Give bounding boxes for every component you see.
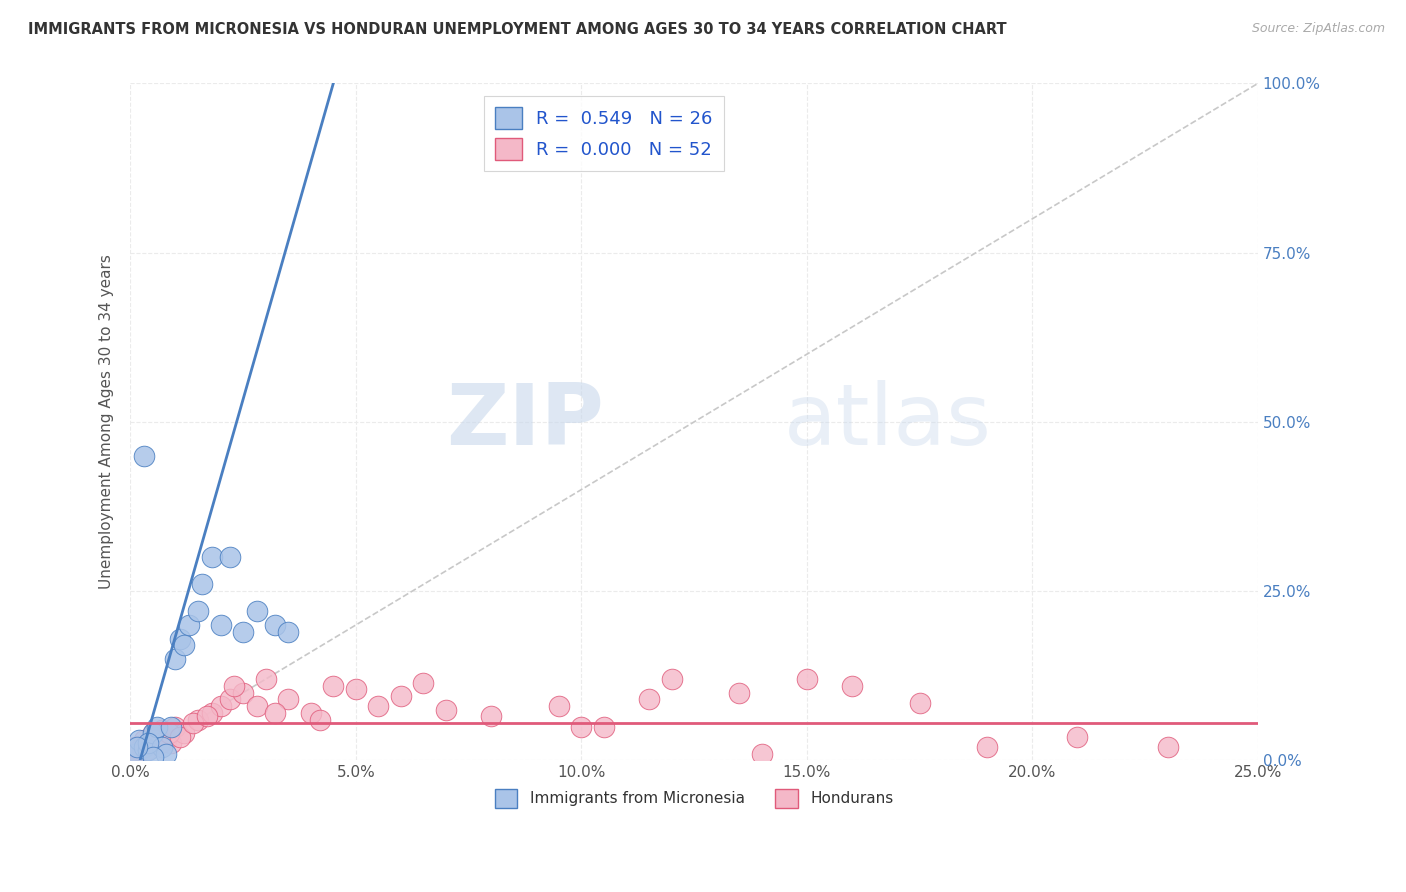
Point (132, 733, 155, 747)
Point (246, 604, 269, 618)
Point (200, 706, 222, 720)
Point (389, 689, 412, 703)
Text: IMMIGRANTS FROM MICRONESIA VS HONDURAN UNEMPLOYMENT AMONG AGES 30 TO 34 YEARS CO: IMMIGRANTS FROM MICRONESIA VS HONDURAN U… (28, 22, 1007, 37)
Point (157, 726, 180, 740)
Point (143, 733, 166, 747)
Point (191, 577, 214, 591)
Point (128, 733, 150, 747)
Point (263, 618, 285, 632)
Point (132, 449, 155, 463)
Point (569, 720, 592, 734)
Point (434, 703, 457, 717)
Point (728, 686, 751, 700)
Point (200, 550, 222, 565)
Point (173, 638, 195, 652)
Point (165, 720, 187, 734)
Point (209, 618, 232, 632)
Point (322, 679, 344, 693)
Point (976, 739, 998, 754)
Point (593, 720, 616, 734)
Point (150, 739, 173, 754)
Point (131, 739, 153, 754)
Point (218, 550, 240, 565)
Point (232, 624, 254, 639)
Point (138, 736, 160, 750)
Point (232, 686, 254, 700)
Point (160, 720, 183, 734)
Point (195, 709, 218, 723)
Point (412, 675, 434, 690)
Text: Source: ZipAtlas.com: Source: ZipAtlas.com (1251, 22, 1385, 36)
Point (173, 726, 195, 740)
Point (146, 730, 169, 744)
Point (135, 743, 157, 757)
Point (209, 699, 232, 714)
Legend: Immigrants from Micronesia, Hondurans: Immigrants from Micronesia, Hondurans (488, 783, 900, 814)
Point (908, 696, 931, 710)
Point (344, 682, 367, 697)
Point (150, 723, 173, 737)
Point (277, 692, 299, 706)
Point (187, 604, 209, 618)
Point (155, 733, 177, 747)
Point (127, 747, 149, 761)
Point (1066, 730, 1088, 744)
Point (661, 672, 683, 686)
Point (169, 632, 191, 646)
Point (1156, 739, 1178, 754)
Point (142, 750, 165, 764)
Point (169, 730, 191, 744)
Point (183, 716, 205, 731)
Point (142, 726, 165, 740)
Point (547, 699, 569, 714)
Point (146, 720, 169, 734)
Point (160, 736, 183, 750)
Point (222, 679, 245, 693)
Point (142, 726, 165, 740)
Text: atlas: atlas (785, 380, 993, 464)
Point (796, 672, 818, 686)
Point (138, 743, 160, 757)
Point (124, 747, 146, 761)
Text: ZIP: ZIP (446, 380, 605, 464)
Point (177, 618, 200, 632)
Point (367, 699, 389, 714)
Point (128, 743, 150, 757)
Point (138, 736, 160, 750)
Point (187, 713, 209, 727)
Point (132, 739, 155, 754)
Point (308, 713, 330, 727)
Y-axis label: Unemployment Among Ages 30 to 34 years: Unemployment Among Ages 30 to 34 years (100, 254, 114, 590)
Point (254, 672, 277, 686)
Point (165, 652, 187, 666)
Point (263, 706, 285, 720)
Point (751, 747, 773, 761)
Point (246, 699, 269, 714)
Point (277, 624, 299, 639)
Point (841, 679, 863, 693)
Point (638, 692, 661, 706)
Point (149, 736, 172, 750)
Point (479, 709, 502, 723)
Point (218, 692, 240, 706)
Point (155, 747, 177, 761)
Point (124, 739, 146, 754)
Point (127, 739, 149, 754)
Point (299, 706, 322, 720)
